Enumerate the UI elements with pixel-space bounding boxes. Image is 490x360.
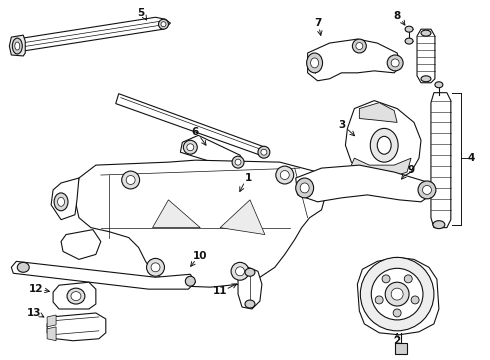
Text: 5: 5 [137, 8, 144, 18]
Polygon shape [351, 158, 411, 178]
Polygon shape [75, 160, 327, 287]
Polygon shape [116, 94, 268, 157]
Ellipse shape [421, 76, 431, 82]
Ellipse shape [126, 176, 135, 184]
Polygon shape [152, 200, 200, 228]
Polygon shape [53, 282, 96, 309]
Ellipse shape [352, 39, 367, 53]
Ellipse shape [185, 276, 196, 286]
Polygon shape [417, 29, 435, 83]
Polygon shape [9, 35, 25, 56]
Ellipse shape [147, 258, 165, 276]
Ellipse shape [122, 171, 140, 189]
Text: 6: 6 [192, 127, 199, 138]
Polygon shape [395, 343, 407, 354]
Ellipse shape [151, 263, 160, 272]
Ellipse shape [245, 268, 255, 276]
Ellipse shape [433, 221, 445, 229]
Ellipse shape [231, 262, 249, 280]
Ellipse shape [67, 288, 85, 304]
Polygon shape [11, 261, 196, 289]
Polygon shape [308, 39, 401, 81]
Polygon shape [345, 100, 421, 182]
Ellipse shape [371, 268, 423, 320]
Ellipse shape [232, 156, 244, 168]
Ellipse shape [187, 144, 194, 151]
Ellipse shape [311, 58, 319, 68]
Text: 1: 1 [245, 173, 251, 183]
Polygon shape [51, 178, 79, 220]
Ellipse shape [280, 171, 289, 180]
Text: 4: 4 [467, 153, 474, 163]
Polygon shape [47, 327, 56, 341]
Polygon shape [16, 17, 171, 51]
Ellipse shape [307, 53, 322, 73]
Ellipse shape [382, 275, 390, 283]
Ellipse shape [300, 183, 309, 193]
Ellipse shape [418, 181, 436, 199]
Ellipse shape [356, 42, 363, 50]
Ellipse shape [411, 296, 419, 304]
Text: 13: 13 [27, 308, 42, 318]
Ellipse shape [377, 136, 391, 154]
Ellipse shape [370, 129, 398, 162]
Ellipse shape [12, 38, 22, 54]
Polygon shape [220, 200, 265, 235]
Ellipse shape [405, 38, 413, 44]
Ellipse shape [391, 288, 403, 300]
Ellipse shape [235, 159, 241, 165]
Ellipse shape [421, 30, 431, 36]
Polygon shape [359, 103, 397, 122]
Polygon shape [61, 230, 101, 260]
Ellipse shape [71, 292, 81, 301]
Ellipse shape [405, 26, 413, 32]
Ellipse shape [236, 267, 245, 276]
Polygon shape [431, 93, 451, 228]
Ellipse shape [375, 296, 383, 304]
Ellipse shape [422, 185, 431, 194]
Text: 9: 9 [408, 165, 415, 175]
Text: 11: 11 [213, 286, 227, 296]
Polygon shape [238, 267, 262, 309]
Ellipse shape [161, 22, 166, 27]
Polygon shape [47, 313, 106, 341]
Text: 10: 10 [193, 251, 207, 261]
Ellipse shape [54, 193, 68, 211]
Text: 3: 3 [338, 121, 345, 130]
Ellipse shape [245, 300, 255, 308]
Text: 12: 12 [29, 284, 44, 294]
Text: 8: 8 [393, 11, 401, 21]
Ellipse shape [404, 275, 412, 283]
Ellipse shape [393, 309, 401, 317]
Ellipse shape [276, 166, 294, 184]
Ellipse shape [385, 282, 409, 306]
Ellipse shape [183, 140, 197, 154]
Polygon shape [47, 315, 56, 327]
Polygon shape [295, 165, 431, 202]
Ellipse shape [387, 55, 403, 71]
Ellipse shape [158, 19, 169, 29]
Ellipse shape [295, 178, 314, 198]
Ellipse shape [360, 257, 434, 331]
Ellipse shape [391, 59, 399, 67]
Ellipse shape [57, 197, 65, 206]
Polygon shape [180, 135, 245, 170]
Ellipse shape [435, 82, 443, 88]
Ellipse shape [258, 146, 270, 158]
Ellipse shape [17, 262, 29, 272]
Ellipse shape [261, 149, 267, 155]
Text: 2: 2 [393, 336, 401, 346]
Text: 7: 7 [314, 18, 321, 28]
Ellipse shape [15, 42, 20, 50]
